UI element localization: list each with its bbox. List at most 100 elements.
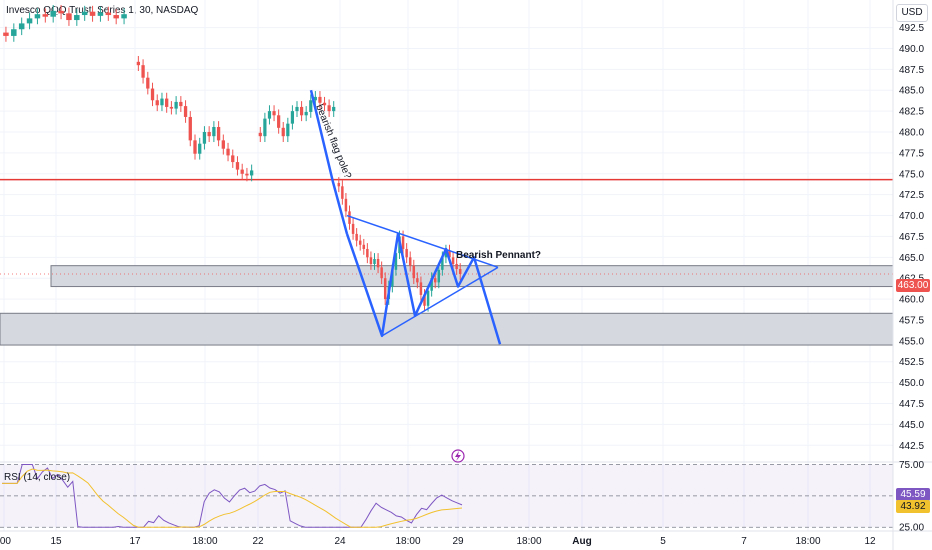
candle-body bbox=[332, 106, 336, 112]
candle-body bbox=[313, 96, 317, 101]
pattern-drawings bbox=[309, 89, 502, 345]
candle-body bbox=[426, 290, 430, 306]
candle-body bbox=[327, 105, 331, 112]
candle-body bbox=[26, 18, 33, 24]
rsi-line bbox=[2, 464, 463, 528]
candle-body bbox=[380, 267, 383, 279]
candle-body bbox=[430, 278, 433, 291]
rsi-legend: RSI (14, close) bbox=[4, 472, 71, 483]
candle-body bbox=[183, 106, 188, 117]
last-price-tag: 463.00 bbox=[896, 279, 930, 292]
candle-body bbox=[405, 248, 408, 258]
candle-body bbox=[267, 111, 272, 119]
time-tick-label: 18:00 bbox=[192, 536, 217, 547]
demand-zone bbox=[0, 312, 894, 346]
candle-body bbox=[304, 111, 308, 116]
price-tick-label: 480.0 bbox=[899, 128, 924, 139]
candle-body bbox=[89, 11, 96, 16]
time-tick-label: 29 bbox=[452, 536, 464, 547]
time-tick-label: 5 bbox=[660, 536, 666, 547]
candle-body bbox=[351, 223, 355, 234]
candle-body bbox=[373, 258, 376, 264]
candle-body bbox=[207, 132, 211, 137]
candle-body bbox=[419, 282, 423, 295]
time-tick-label: 7 bbox=[741, 536, 747, 547]
candle-body bbox=[155, 100, 159, 106]
candle-body bbox=[286, 123, 290, 137]
candle-body bbox=[50, 10, 56, 17]
price-tick-label: 455.0 bbox=[899, 336, 924, 347]
candle-body bbox=[441, 257, 444, 270]
candle-body bbox=[226, 148, 230, 156]
candle-body bbox=[18, 23, 25, 30]
price-tick-label: 490.0 bbox=[899, 44, 924, 55]
candle-body bbox=[458, 269, 462, 275]
price-tick-label: 492.5 bbox=[899, 23, 924, 34]
candle-body bbox=[263, 118, 267, 137]
candle-body bbox=[455, 264, 458, 270]
candle-body bbox=[295, 106, 299, 112]
currency-selector[interactable]: USD bbox=[896, 4, 928, 22]
candle-body bbox=[451, 257, 455, 264]
candle-body bbox=[358, 240, 362, 245]
candle-body bbox=[42, 14, 49, 17]
price-axis: 492.5 490.0 487.5 485.0 482.5 480.0 477.5 475.0… bbox=[892, 0, 924, 550]
candle-body bbox=[391, 269, 394, 287]
candle-body bbox=[416, 278, 419, 283]
flag-pole-line bbox=[309, 89, 349, 235]
candle-body bbox=[212, 126, 216, 137]
candle-body bbox=[198, 143, 202, 154]
candle-body bbox=[394, 253, 398, 270]
candle-body bbox=[245, 173, 249, 176]
candle-body bbox=[240, 169, 244, 174]
pennant-lower-line bbox=[381, 266, 499, 337]
price-zones bbox=[0, 265, 894, 346]
candle-body bbox=[231, 155, 235, 163]
candle-body bbox=[174, 101, 178, 109]
candle-body bbox=[448, 250, 451, 258]
price-tick-label: 465.0 bbox=[899, 253, 924, 264]
time-tick-label: 18:00 bbox=[516, 536, 541, 547]
grid bbox=[0, 0, 893, 531]
candle-body bbox=[81, 11, 88, 16]
price-tick-label: 472.5 bbox=[899, 190, 924, 201]
candle-body bbox=[121, 14, 127, 19]
candle-body bbox=[383, 278, 387, 300]
rsi-tick-label: 75.00 bbox=[899, 460, 924, 471]
wave-path-line bbox=[345, 232, 502, 345]
rsi-panel: 75.00 25.00 bbox=[0, 460, 932, 534]
candle-body bbox=[141, 65, 145, 78]
candle-body bbox=[344, 198, 348, 212]
candle-body bbox=[216, 126, 221, 141]
time-tick-label: 15 bbox=[50, 536, 62, 547]
candle-body bbox=[376, 258, 380, 268]
time-tick-label: 12 bbox=[864, 536, 876, 547]
time-tick-label: :00 bbox=[0, 536, 11, 547]
candle-body bbox=[433, 278, 437, 283]
price-tick-label: 450.0 bbox=[899, 378, 924, 389]
candle-body bbox=[97, 12, 104, 16]
candle-body bbox=[169, 106, 174, 109]
candle-body bbox=[74, 15, 80, 21]
candle-body bbox=[188, 116, 192, 141]
bearish-pennant-label: Bearish Pennant? bbox=[456, 250, 541, 261]
candle-body bbox=[113, 15, 119, 19]
rsi-value-tag: 45.59 bbox=[896, 488, 930, 501]
candle-body bbox=[179, 101, 183, 107]
candle-body bbox=[290, 111, 295, 124]
candle-body bbox=[299, 106, 304, 116]
time-tick-label: 18:00 bbox=[795, 536, 820, 547]
candle-body bbox=[444, 250, 448, 258]
time-tick-label: 18:00 bbox=[395, 536, 420, 547]
price-tick-label: 445.0 bbox=[899, 420, 924, 431]
candle-body bbox=[160, 98, 164, 106]
lightning-icon[interactable] bbox=[451, 449, 465, 463]
candle-body bbox=[277, 115, 281, 128]
candle-body bbox=[281, 127, 285, 137]
candle-body bbox=[348, 211, 351, 224]
time-tick-label: 22 bbox=[252, 536, 264, 547]
price-tick-label: 447.5 bbox=[899, 399, 924, 410]
candle-body bbox=[437, 269, 441, 283]
candle-body bbox=[249, 170, 254, 176]
